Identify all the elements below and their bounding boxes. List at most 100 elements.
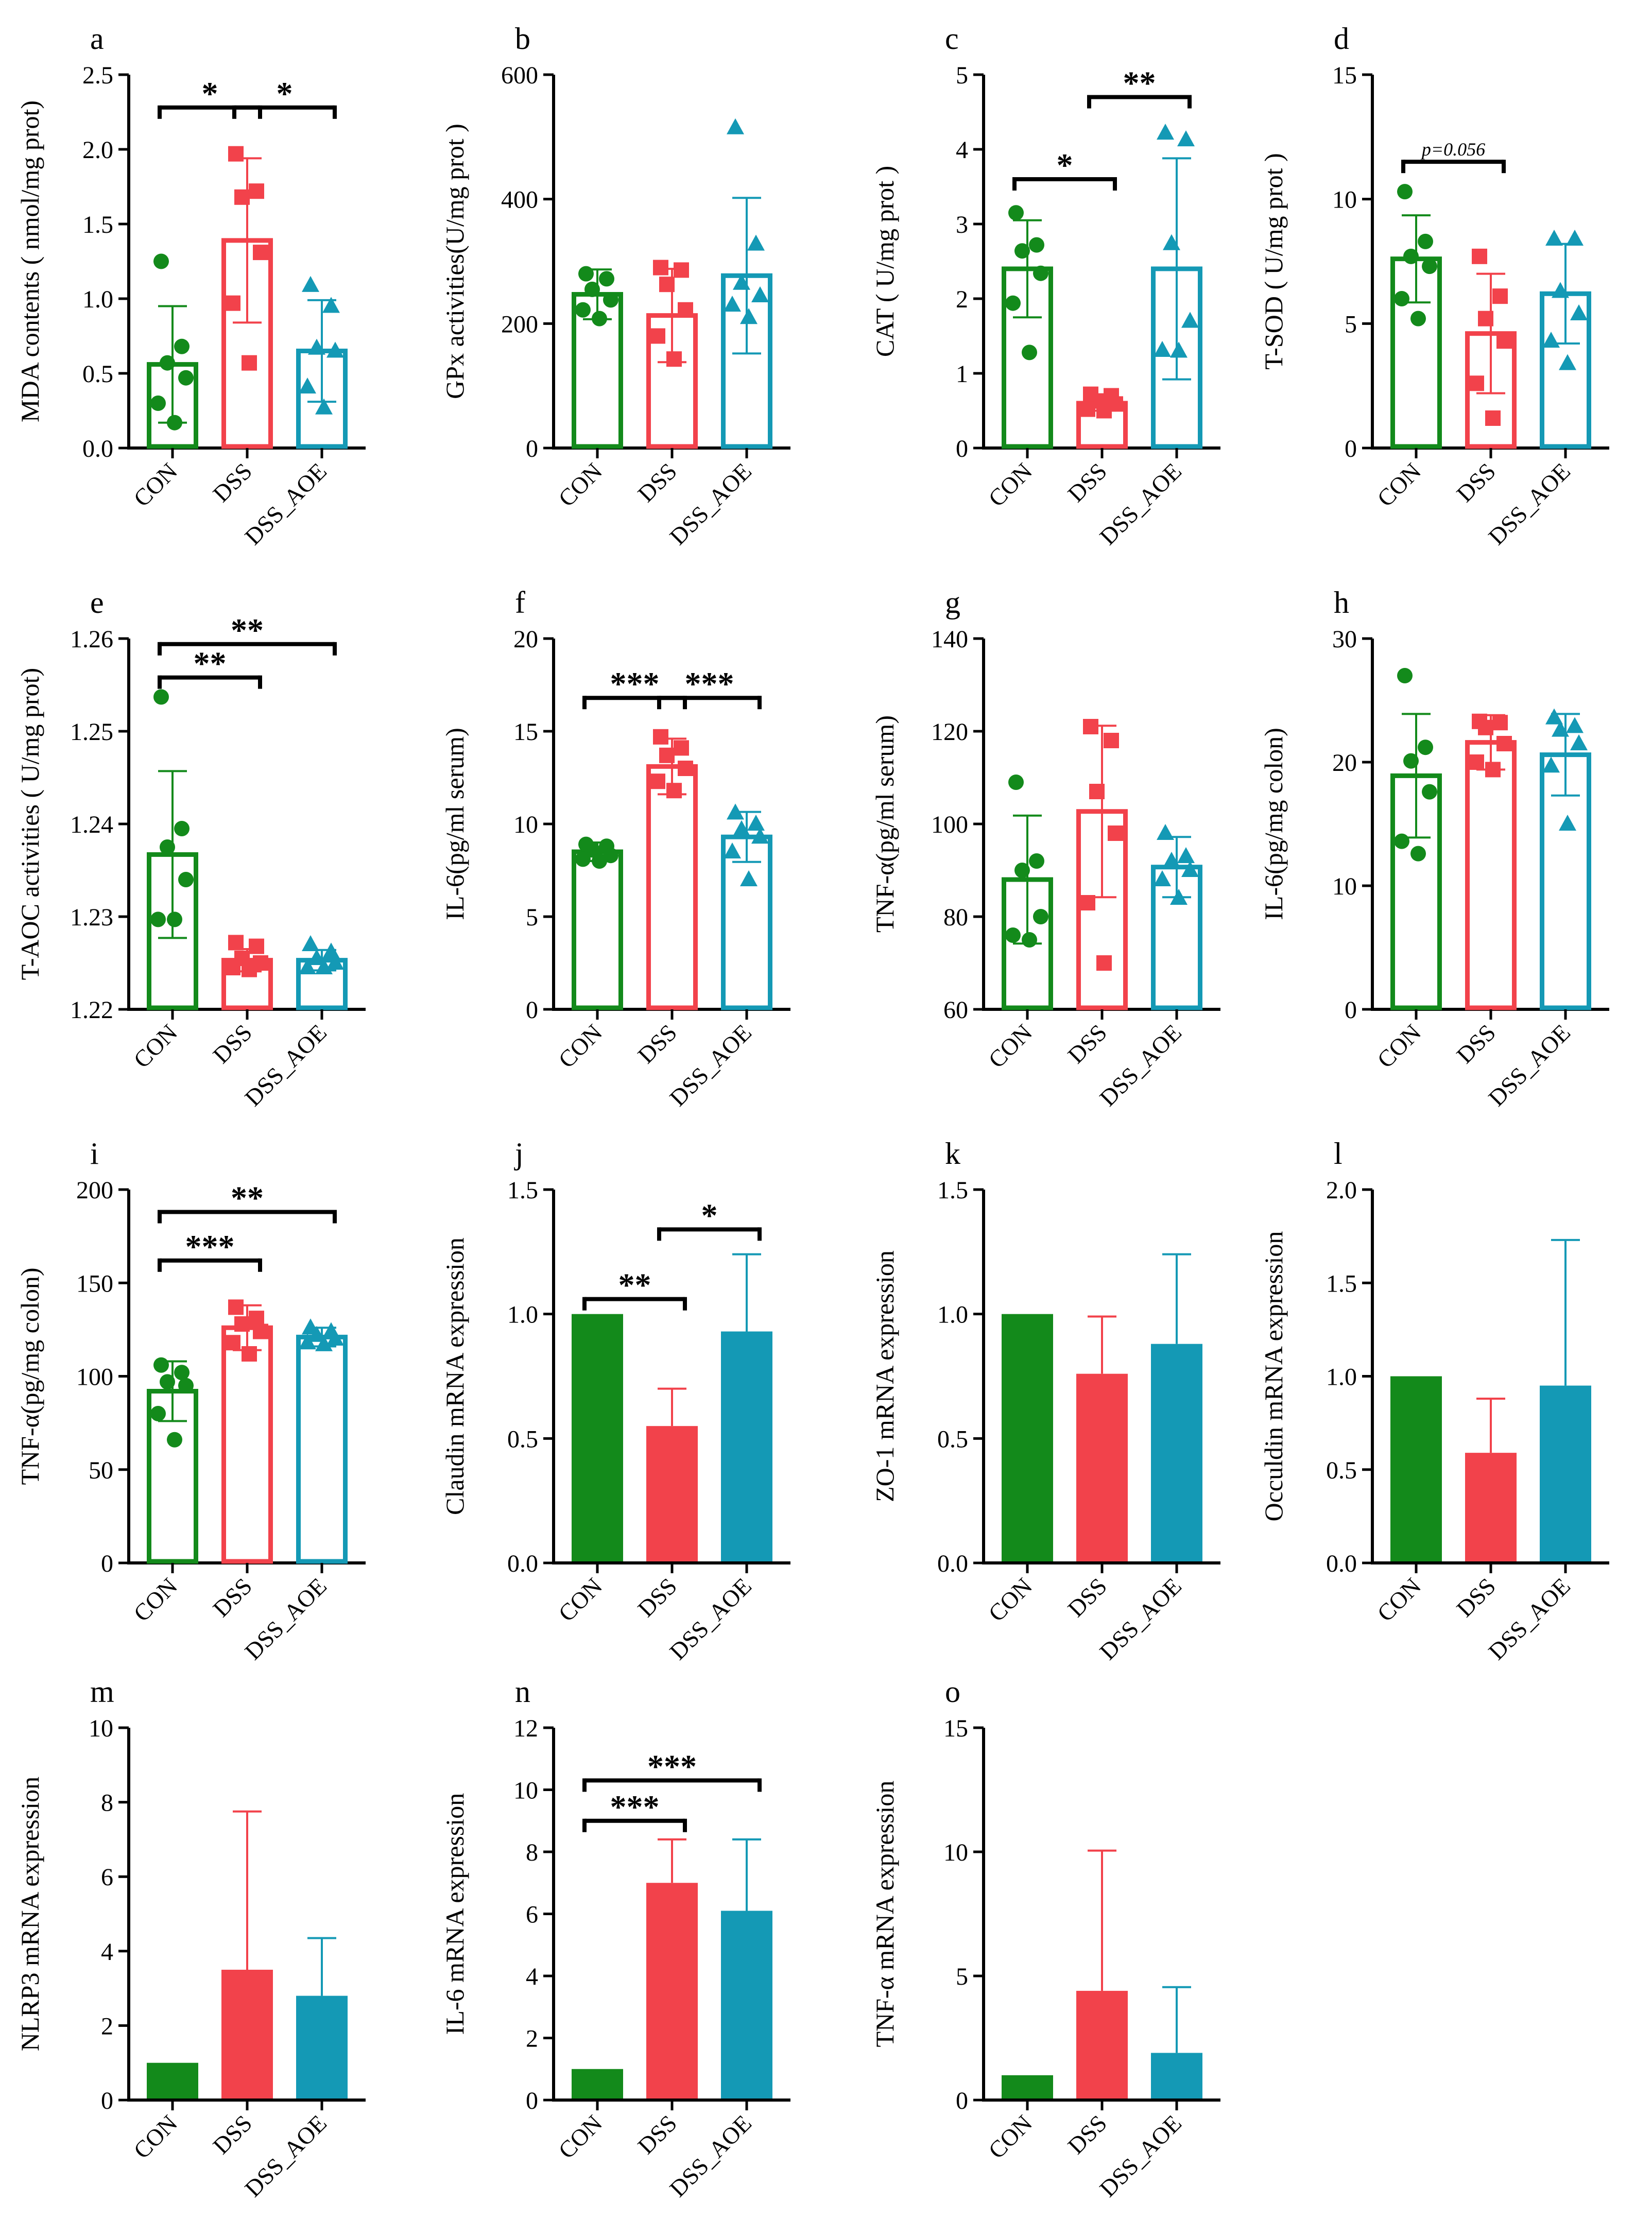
data-point [1014,243,1030,259]
bar-CON [147,1389,198,1564]
significance-label: *** [685,665,734,702]
data-point [740,870,758,886]
x-tick-label: CON [1372,1573,1426,1627]
bar-DSS [1076,809,1128,1010]
panel-b: b 0 200 400 600 GPx activities(U/mg prot ) CON… [440,22,790,550]
data-point [228,146,244,162]
y-tick-label: 1.5 [507,1177,538,1204]
x-tick-label: DSS_AOE [664,458,756,550]
data-point [299,1333,316,1350]
x-tick-label: DSS_AOE [239,1573,332,1665]
bar-CON [572,1314,623,1561]
data-point [315,398,333,415]
significance-label: ** [618,1267,651,1303]
data-point [1485,410,1501,426]
y-tick-label: 1 [956,360,968,388]
panel-letter: k [945,1137,960,1171]
data-point [666,351,682,367]
y-tick-label: 2 [956,286,968,313]
y-tick-label: 1.5 [937,1177,968,1204]
data-point [228,935,244,951]
x-tick-label: CON [128,2110,182,2164]
y-tick-label: 5 [956,62,968,89]
x-tick-label: DSS_AOE [1483,458,1575,550]
y-tick-label: 0 [956,435,968,462]
data-point [678,761,693,776]
y-tick-label: 5 [956,1963,968,1990]
data-point [1566,717,1584,733]
data-point [727,118,744,134]
data-point [575,302,591,318]
x-tick-label: CON [553,1573,607,1627]
data-point [242,961,257,977]
x-tick-label: CON [983,1573,1037,1627]
y-axis-label: MDA contents ( nmol/mg prot) [15,100,44,422]
data-point [1181,861,1199,877]
y-tick-label: 10 [513,1777,538,1804]
data-point [1033,265,1048,281]
panel-g: g 60 80 100 120 140 TNF-α(pg/ml serum) CON DSSDS… [870,586,1220,1111]
y-tick-label: 1.0 [507,1301,538,1329]
data-point [1157,124,1174,140]
data-point [599,271,614,287]
data-point [160,839,175,855]
data-point [1008,205,1024,221]
y-tick-label: 0.5 [82,360,113,388]
data-point [167,1432,182,1448]
panel-i: i 0 50 100 150 200 TNF-α(pg/mg colon) CON DSSDSS… [15,1137,366,1665]
data-point [1552,282,1569,298]
bar-DSS_AOE [1151,2053,1202,2099]
y-tick-label: 150 [76,1270,113,1297]
y-axis-label: CAT ( U/mg prot ) [870,166,899,357]
data-point [1410,846,1426,862]
data-point [308,949,325,965]
y-tick-label: 4 [526,1963,538,1990]
x-tick-label: CON [1372,1019,1426,1073]
y-tick-label: 1.0 [1326,1364,1357,1391]
panel-m: m 0 2 4 6 8 10 NLRP3 mRNA expression CON DSSDSS_A… [15,1675,366,2202]
x-tick-label: DSS [632,2110,682,2159]
y-tick-label: 4 [956,136,968,164]
data-point [575,851,591,867]
y-tick-label: 100 [931,811,968,838]
data-point [1492,288,1508,304]
significance-label: ** [231,612,264,648]
y-tick-label: 1.5 [82,211,113,238]
data-point [1478,719,1493,735]
data-point [1080,895,1095,910]
data-point [178,1378,194,1394]
data-point [1566,230,1584,246]
data-point [174,338,190,354]
y-axis-label: TNF-α(pg/ml serum) [870,715,899,933]
bar-DSS_AOE [721,273,772,449]
data-point [1472,248,1487,264]
y-tick-label: 0 [1345,435,1357,462]
data-point [178,370,194,386]
y-tick-label: 0 [526,2087,538,2114]
data-point [1545,708,1563,725]
x-tick-label: CON [1372,458,1426,512]
data-point [326,954,344,970]
data-point [234,1316,250,1332]
panel-o: o 0 5 10 15 TNF-α mRNA expression CON DSSDSS_AO… [870,1675,1220,2202]
data-point [308,1326,325,1342]
bar-DSS_AOE [1540,752,1591,1010]
panel-letter: d [1334,22,1349,56]
data-point [1080,401,1095,417]
y-tick-label: 4 [101,1938,113,1966]
panel-letter: h [1334,586,1349,620]
panel-letter: o [945,1675,960,1709]
bar-DSS_AOE [296,1996,348,2099]
data-point [1496,736,1512,751]
data-point [1029,237,1044,253]
data-point [1163,852,1180,868]
y-tick-label: 10 [89,1715,113,1742]
y-tick-label: 15 [1332,62,1357,89]
panel-letter: g [945,586,960,620]
bar-DSS_AOE [1540,1385,1591,1561]
bar-DSS [646,1426,698,1561]
data-point [228,1299,244,1315]
data-point [1104,733,1119,748]
y-tick-label: 0 [101,2087,113,2114]
